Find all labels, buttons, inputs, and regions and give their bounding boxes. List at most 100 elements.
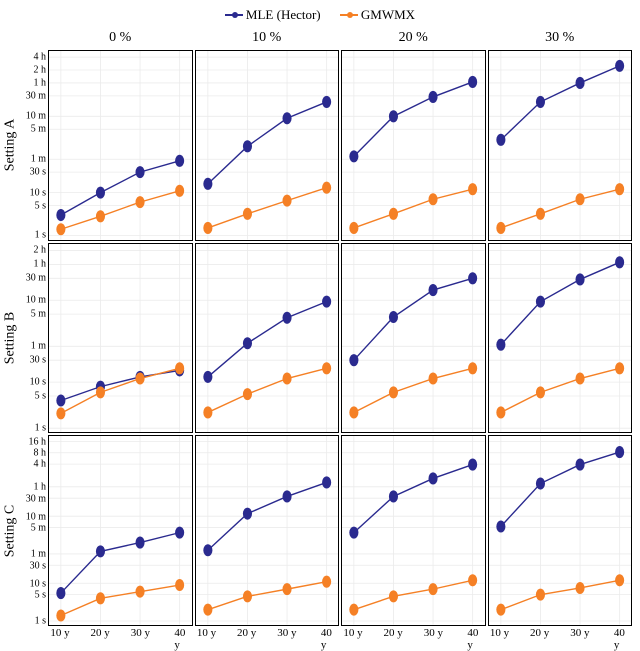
series-marker-mle (96, 187, 105, 199)
series-line-gmwmx (354, 189, 473, 228)
series-marker-gmwmx (428, 583, 437, 595)
series-marker-gmwmx (615, 575, 624, 587)
series-marker-gmwmx (282, 195, 291, 207)
ytick: 2 h (34, 65, 50, 76)
row-title-A: Setting A (0, 50, 20, 241)
series-marker-gmwmx (282, 583, 291, 595)
series-marker-mle (428, 284, 437, 296)
series-marker-gmwmx (242, 388, 251, 400)
series-marker-gmwmx (175, 579, 184, 591)
xtick-row: 10 y20 y30 y40 y (488, 627, 633, 641)
legend-label-gmwmx: GMWMX (361, 7, 415, 23)
series-marker-gmwmx (56, 407, 65, 419)
row-title-B: Setting B (0, 243, 20, 434)
ytick: 1 h (34, 259, 50, 270)
series-line-gmwmx (500, 189, 619, 228)
xtick: 20 y (237, 627, 256, 639)
ytick: 1 s (35, 616, 49, 627)
ytick: 10 s (30, 187, 49, 198)
series-marker-gmwmx (535, 589, 544, 601)
ytick: 1 m (31, 340, 49, 351)
legend-label-mle: MLE (Hector) (246, 7, 321, 23)
series-marker-gmwmx (468, 362, 477, 374)
series-marker-gmwmx (468, 183, 477, 195)
series-line-gmwmx (207, 188, 326, 228)
panel-A-20 (341, 50, 486, 241)
xtick: 10 y (343, 627, 362, 639)
series-line-mle (500, 66, 619, 140)
panel-svg (489, 244, 632, 433)
ytick: 10 m (26, 294, 49, 305)
xtick-row: 10 y20 y30 y40 y (48, 627, 193, 641)
series-line-gmwmx (61, 368, 180, 413)
series-marker-mle (56, 394, 65, 406)
series-marker-gmwmx (535, 386, 544, 398)
xtick: 40 y (321, 627, 333, 651)
series-line-gmwmx (61, 585, 180, 615)
legend-item-mle: MLE (Hector) (225, 7, 321, 23)
panel-svg (342, 436, 485, 625)
series-line-mle (354, 82, 473, 156)
legend-item-gmwmx: GMWMX (340, 7, 415, 23)
xtick: 10 y (50, 627, 69, 639)
series-line-mle (354, 278, 473, 360)
row-title-C: Setting C (0, 435, 20, 626)
series-marker-mle (203, 371, 212, 383)
series-marker-mle (428, 473, 437, 485)
panel-grid: 0 %10 %20 %30 %1 s5 s10 s30 s1 m5 m10 m3… (48, 30, 632, 626)
ytick: 5 m (31, 124, 49, 135)
xtick: 40 y (174, 627, 186, 651)
series-marker-gmwmx (322, 182, 331, 194)
ytick: 10 s (30, 376, 49, 387)
series-marker-mle (242, 337, 251, 349)
series-line-gmwmx (61, 191, 180, 229)
series-marker-gmwmx (96, 386, 105, 398)
series-line-mle (500, 452, 619, 526)
series-marker-gmwmx (203, 406, 212, 418)
series-marker-mle (535, 478, 544, 490)
series-line-mle (354, 465, 473, 533)
series-marker-mle (56, 587, 65, 599)
panel-A-30 (488, 50, 633, 241)
series-marker-gmwmx (322, 576, 331, 588)
series-marker-gmwmx (615, 183, 624, 195)
series-marker-mle (389, 491, 398, 503)
xtick-row: 10 y20 y30 y40 y (195, 627, 340, 641)
xtick: 40 y (467, 627, 479, 651)
series-marker-mle (282, 112, 291, 124)
panel-svg (489, 436, 632, 625)
series-marker-mle (575, 273, 584, 285)
series-marker-gmwmx (96, 210, 105, 222)
series-marker-gmwmx (428, 193, 437, 205)
ytick: 10 s (30, 578, 49, 589)
panel-B-30 (488, 243, 633, 434)
series-marker-mle (535, 96, 544, 108)
series-marker-mle (175, 527, 184, 539)
xtick: 30 y (570, 627, 589, 639)
series-line-gmwmx (207, 368, 326, 412)
series-marker-mle (349, 354, 358, 366)
xtick: 10 y (490, 627, 509, 639)
series-marker-mle (468, 76, 477, 88)
panel-C-0: 1 s5 s10 s30 s1 m5 m10 m30 m1 h4 h8 h16 … (48, 435, 193, 626)
series-marker-gmwmx (496, 406, 505, 418)
xtick: 30 y (424, 627, 443, 639)
series-marker-gmwmx (175, 362, 184, 374)
ytick: 30 m (26, 272, 49, 283)
ytick: 5 s (35, 200, 49, 211)
series-marker-mle (615, 256, 624, 268)
ytick: 30 s (30, 167, 49, 178)
series-marker-gmwmx (56, 610, 65, 622)
series-marker-gmwmx (575, 372, 584, 384)
series-line-mle (207, 102, 326, 184)
panel-B-0: 1 s5 s10 s30 s1 m5 m10 m30 m1 h2 h (48, 243, 193, 434)
ytick: 10 m (26, 111, 49, 122)
col-title-0: 0 % (48, 30, 193, 48)
xtick: 20 y (91, 627, 110, 639)
col-title-10: 10 % (195, 30, 340, 48)
ytick: 30 m (26, 90, 49, 101)
series-marker-mle (203, 178, 212, 190)
xtick: 10 y (197, 627, 216, 639)
series-marker-mle (135, 537, 144, 549)
series-marker-mle (242, 508, 251, 520)
